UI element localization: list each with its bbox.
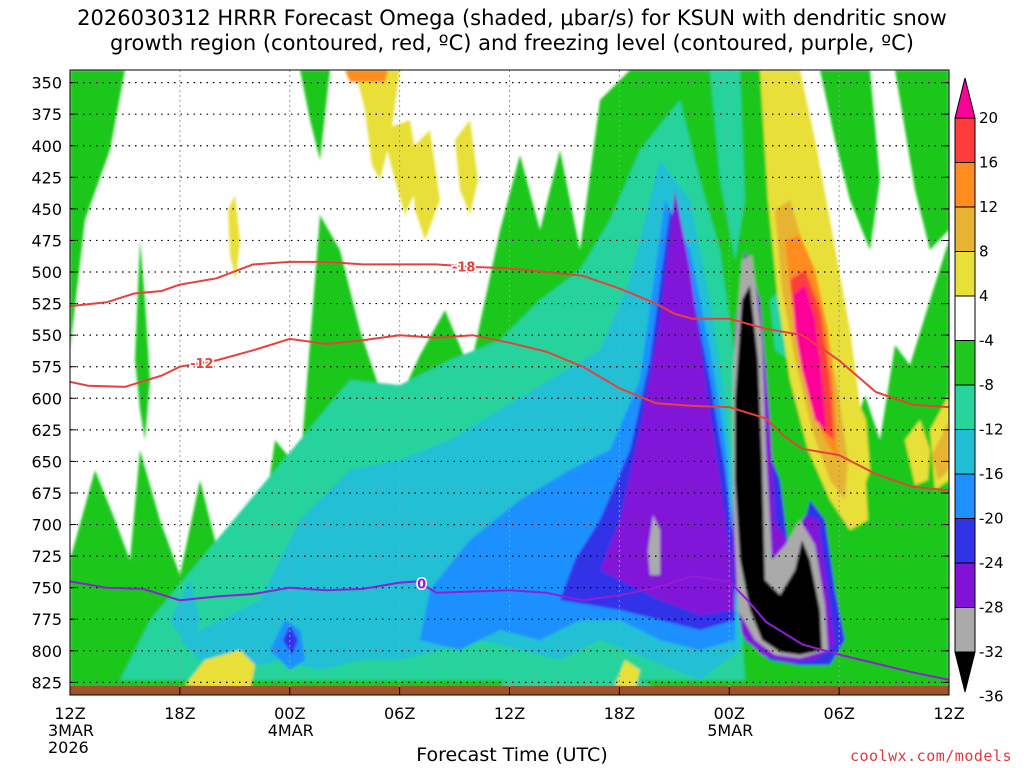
contour-lines: -18 -12 0 [70, 259, 949, 681]
y-tick-label: 625 [31, 421, 62, 440]
colorbar-label: 16 [979, 154, 998, 172]
omega-band-plus-12 [345, 70, 388, 82]
y-tick-label: 350 [31, 74, 62, 93]
x-tick-label: 06Z [823, 704, 854, 723]
colorbar-swatch [954, 295, 976, 341]
colorbar-swatch [954, 251, 976, 297]
colorbar-label: -20 [979, 510, 1004, 528]
y-tick-label: 575 [31, 358, 62, 377]
y-tick-label: 500 [31, 263, 62, 282]
y-tick-label: 600 [31, 389, 62, 408]
colorbar-swatch [954, 429, 976, 475]
omega-band-plus-4 [455, 120, 478, 215]
colorbar-label: -28 [979, 599, 1004, 617]
y-tick-label: 425 [31, 168, 62, 187]
credit-link[interactable]: coolwx.com/models [849, 747, 1012, 765]
colorbar-swatch [954, 117, 976, 163]
colorbar-swatch [954, 562, 976, 608]
y-tick-label: 700 [31, 516, 62, 535]
colorbar-label: -16 [979, 465, 1004, 483]
y-tick-label: 675 [31, 484, 62, 503]
x-tick-label: 3MAR [48, 721, 94, 740]
y-tick-label: 550 [31, 326, 62, 345]
colorbar-swatch [954, 77, 976, 119]
chart-title: 2026030312 HRRR Forecast Omega (shaded, … [0, 6, 1024, 56]
contour-line-0 [70, 575, 949, 681]
colorbar-label: -36 [979, 688, 1004, 706]
x-axis-label: Forecast Time (UTC) [416, 744, 608, 766]
x-tick-label: 12Z [54, 704, 85, 723]
colorbar-swatch [954, 518, 976, 564]
x-tick-label: 00Z [274, 704, 305, 723]
omega-band-minus-4 [820, 70, 880, 250]
contour-label-0: 0 [417, 578, 426, 593]
omega-band-minus-8 [710, 70, 745, 260]
omega-band-plus-4 [228, 195, 240, 280]
title-line-2: growth region (contoured, red, ºC) and f… [110, 31, 914, 55]
omega-band-minus-24 [600, 190, 735, 615]
colorbar-label: 12 [979, 198, 998, 216]
colorbar-label: 4 [979, 287, 989, 305]
contour-line--18 [70, 260, 949, 409]
colorbar-label: -32 [979, 643, 1004, 661]
omega-band-plus-20 [793, 285, 826, 430]
y-tick-label: 825 [31, 673, 62, 692]
omega-band-minus-20 [283, 625, 298, 655]
colorbar-swatch [954, 162, 976, 208]
contour-line--12 [70, 334, 949, 492]
y-tick-label: 400 [31, 137, 62, 156]
omega-band-minus-4 [300, 70, 330, 160]
y-tick-label: 775 [31, 610, 62, 629]
omega-colorbar: 20 16 12 8 4 -4 -8 -12 -16 -20 -24 -28 -32 -36 [954, 77, 1004, 706]
colorbar-label: -8 [979, 376, 994, 394]
colorbar-label: 8 [979, 243, 989, 261]
contour-label--12: -12 [190, 357, 214, 372]
omega-band-plus-8 [932, 420, 949, 480]
colorbar-swatch [954, 651, 976, 693]
colorbar-swatch [954, 206, 976, 252]
colorbar-swatch [954, 384, 976, 430]
omega-band-plus-4 [185, 650, 255, 690]
omega-band-plus-4 [410, 130, 440, 240]
omega-band-plus-4 [840, 395, 870, 500]
y-tick-label: 375 [31, 105, 62, 124]
y-tick-label: 725 [31, 547, 62, 566]
colorbar-swatch [954, 607, 976, 653]
omega-band-plus-4 [905, 420, 930, 485]
x-tick-label: 12Z [494, 704, 525, 723]
omega-band-plus-4 [615, 660, 640, 690]
y-tick-label: 450 [31, 200, 62, 219]
omega-band-minus-4 [135, 240, 150, 440]
x-tick-label: 12Z [933, 704, 964, 723]
omega-band-minus-36 [735, 285, 822, 655]
y-tick-label: 475 [31, 231, 62, 250]
contour-label--18: -18 [452, 260, 476, 275]
x-tick-label: 18Z [164, 704, 195, 723]
x-tick-label: 18Z [604, 704, 635, 723]
x-tick-label: 5MAR [707, 721, 753, 740]
y-tick-label: 750 [31, 579, 62, 598]
colorbar-swatch [954, 473, 976, 519]
y-tick-label: 525 [31, 295, 62, 314]
title-line-1: 2026030312 HRRR Forecast Omega (shaded, … [77, 6, 947, 30]
omega-band-plus-4 [320, 70, 420, 215]
colorbar-label: 20 [979, 109, 998, 127]
y-tick-label: 650 [31, 452, 62, 471]
y-tick-label: 800 [31, 642, 62, 661]
x-tick-label: 2026 [48, 738, 89, 757]
omega-band-minus-32 [648, 515, 660, 575]
colorbar-label: -24 [979, 554, 1004, 572]
x-tick-label: 06Z [384, 704, 415, 723]
x-tick-label: 00Z [714, 704, 745, 723]
y-axis: 350 375 400 425 450 475 500 525 550 575 600 625 650 6… [31, 74, 949, 692]
omega-band-minus-4 [895, 70, 949, 250]
x-tick-label: 4MAR [268, 721, 314, 740]
colorbar-label: -4 [979, 332, 994, 350]
colorbar-label: -12 [979, 421, 1004, 439]
omega-band-minus-4 [70, 70, 125, 350]
omega-band-minus-12 [170, 580, 200, 650]
colorbar-swatch [954, 340, 976, 386]
